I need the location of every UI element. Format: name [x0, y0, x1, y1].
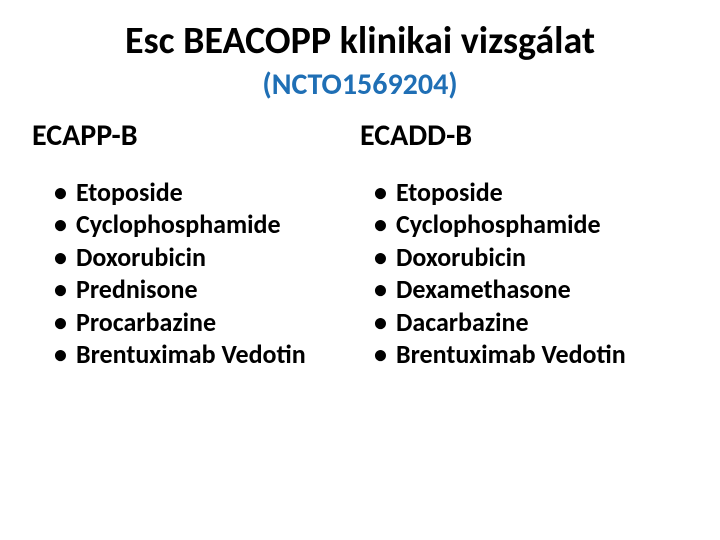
column-left: ECAPP-B •Etoposide •Cyclophosphamide •Do… [40, 117, 360, 371]
list-left: •Etoposide •Cyclophosphamide •Doxorubici… [54, 176, 360, 371]
bullet-icon: • [54, 208, 76, 241]
bullet-icon: • [54, 241, 76, 274]
list-item: •Dexamethasone [374, 273, 680, 306]
bullet-icon: • [374, 241, 396, 274]
list-item: •Cyclophosphamide [374, 208, 680, 241]
list-item-text: Brentuximab Vedotin [396, 338, 626, 371]
list-item-text: Etoposide [76, 176, 183, 209]
bullet-icon: • [374, 273, 396, 306]
list-item-text: Etoposide [396, 176, 503, 209]
list-item-text: Cyclophosphamide [76, 208, 281, 241]
list-item-text: Cyclophosphamide [396, 208, 601, 241]
list-item-text: Brentuximab Vedotin [76, 338, 306, 371]
slide-subtitle: (NCTO1569204) [40, 66, 680, 103]
column-right: ECADD-B •Etoposide •Cyclophosphamide •Do… [360, 117, 680, 371]
list-item: •Prednisone [54, 273, 360, 306]
list-item: •Etoposide [374, 176, 680, 209]
list-item-text: Doxorubicin [76, 241, 206, 274]
bullet-icon: • [54, 273, 76, 306]
list-item-text: Prednisone [76, 273, 198, 306]
list-item: •Etoposide [54, 176, 360, 209]
bullet-icon: • [374, 208, 396, 241]
list-item: •Procarbazine [54, 306, 360, 339]
column-header-left: ECAPP-B [32, 117, 360, 154]
list-item-text: Dacarbazine [396, 306, 529, 339]
list-item-text: Procarbazine [76, 306, 216, 339]
slide: Esc BEACOPP klinikai vizsgálat (NCTO1569… [0, 0, 720, 540]
bullet-icon: • [374, 306, 396, 339]
bullet-icon: • [54, 176, 76, 209]
bullet-icon: • [374, 176, 396, 209]
list-item: •Dacarbazine [374, 306, 680, 339]
list-right: •Etoposide •Cyclophosphamide •Doxorubici… [374, 176, 680, 371]
list-item-text: Dexamethasone [396, 273, 571, 306]
bullet-icon: • [54, 306, 76, 339]
bullet-icon: • [54, 338, 76, 371]
list-item-text: Doxorubicin [396, 241, 526, 274]
list-item: •Cyclophosphamide [54, 208, 360, 241]
column-header-right: ECADD-B [360, 117, 680, 154]
bullet-icon: • [374, 338, 396, 371]
list-item: •Doxorubicin [374, 241, 680, 274]
list-item: •Brentuximab Vedotin [54, 338, 360, 371]
list-item: •Doxorubicin [54, 241, 360, 274]
columns-container: ECAPP-B •Etoposide •Cyclophosphamide •Do… [40, 117, 680, 371]
slide-title: Esc BEACOPP klinikai vizsgálat [40, 20, 680, 64]
list-item: •Brentuximab Vedotin [374, 338, 680, 371]
